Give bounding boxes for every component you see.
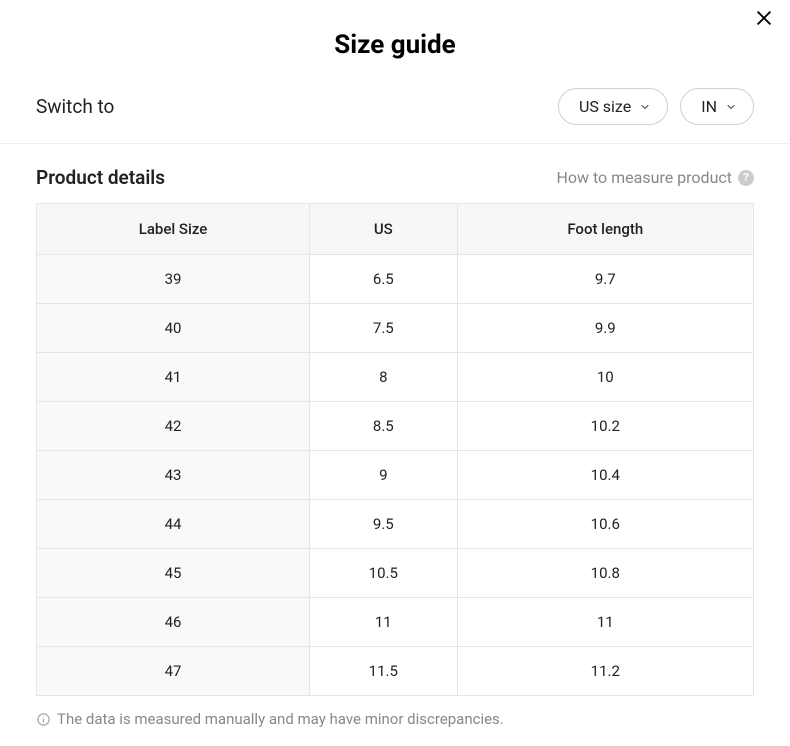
unit-dropdown[interactable]: IN [680,88,754,125]
size-table: Label Size US Foot length 396.59.7407.59… [36,203,754,696]
table-cell: 11.2 [457,647,753,696]
table-header-cell: Foot length [457,204,753,255]
table-row: 43910.4 [37,451,754,500]
table-row: 4510.510.8 [37,549,754,598]
close-icon [754,8,774,32]
how-to-measure-text: How to measure product [556,168,732,187]
disclaimer-text: The data is measured manually and may ha… [57,710,504,728]
table-cell: 8.5 [310,402,458,451]
table-cell: 9.9 [457,304,753,353]
table-cell: 43 [37,451,310,500]
size-table-container: Label Size US Foot length 396.59.7407.59… [0,203,790,696]
table-cell: 6.5 [310,255,458,304]
table-cell: 46 [37,598,310,647]
table-row: 449.510.6 [37,500,754,549]
table-row: 396.59.7 [37,255,754,304]
table-cell: 10 [457,353,753,402]
table-cell: 42 [37,402,310,451]
table-cell: 39 [37,255,310,304]
how-to-measure-link[interactable]: How to measure product ? [556,168,754,187]
table-cell: 10.8 [457,549,753,598]
table-cell: 10.6 [457,500,753,549]
disclaimer-row: The data is measured manually and may ha… [0,696,790,728]
table-cell: 40 [37,304,310,353]
table-cell: 10.4 [457,451,753,500]
close-button[interactable] [750,6,778,34]
table-cell: 11.5 [310,647,458,696]
page-title: Size guide [0,0,790,80]
table-row: 407.59.9 [37,304,754,353]
table-cell: 8 [310,353,458,402]
table-row: 41810 [37,353,754,402]
table-cell: 11 [310,598,458,647]
table-cell: 44 [37,500,310,549]
table-row: 461111 [37,598,754,647]
switch-row: Switch to US size IN [0,80,790,144]
table-header-cell: Label Size [37,204,310,255]
chevron-down-icon [725,101,737,113]
table-cell: 45 [37,549,310,598]
table-cell: 9 [310,451,458,500]
switch-to-label: Switch to [36,95,114,118]
table-header-cell: US [310,204,458,255]
table-cell: 10.5 [310,549,458,598]
product-details-label: Product details [36,166,165,189]
table-cell: 9.5 [310,500,458,549]
table-row: 4711.511.2 [37,647,754,696]
chevron-down-icon [639,101,651,113]
dropdowns-container: US size IN [558,88,754,125]
unit-value: IN [701,97,717,116]
table-cell: 10.2 [457,402,753,451]
help-icon: ? [738,170,754,186]
table-cell: 41 [37,353,310,402]
size-system-dropdown[interactable]: US size [558,88,668,125]
details-row: Product details How to measure product ? [0,144,790,203]
table-cell: 47 [37,647,310,696]
table-header-row: Label Size US Foot length [37,204,754,255]
table-cell: 11 [457,598,753,647]
size-system-value: US size [579,97,631,116]
table-row: 428.510.2 [37,402,754,451]
table-cell: 7.5 [310,304,458,353]
info-icon [36,712,51,727]
table-cell: 9.7 [457,255,753,304]
